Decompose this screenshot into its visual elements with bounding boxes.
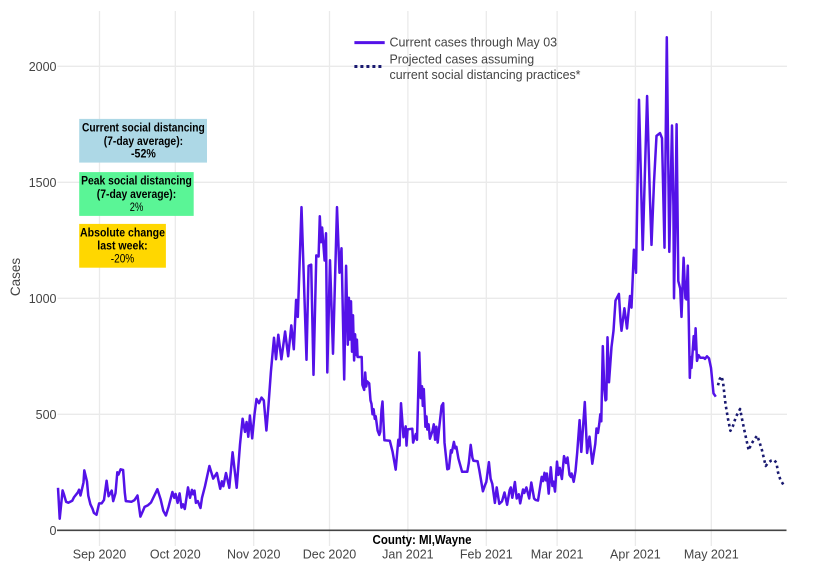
svg-text:Current social distancing: Current social distancing (82, 121, 205, 135)
svg-text:Mar 2021: Mar 2021 (531, 547, 584, 561)
svg-text:(7-day average):: (7-day average): (97, 187, 176, 201)
svg-text:1500: 1500 (29, 176, 57, 190)
svg-text:last week:: last week: (97, 239, 147, 253)
svg-text:2000: 2000 (29, 60, 57, 74)
svg-text:Jan 2021: Jan 2021 (382, 547, 433, 561)
svg-text:May 2021: May 2021 (684, 547, 739, 561)
svg-text:Dec 2020: Dec 2020 (303, 547, 357, 561)
svg-text:current social distancing prac: current social distancing practices* (390, 68, 581, 82)
svg-text:0: 0 (50, 524, 57, 538)
svg-text:County: MI,Wayne: County: MI,Wayne (373, 533, 472, 547)
svg-text:Absolute change: Absolute change (80, 226, 165, 240)
svg-text:Current cases through May 03: Current cases through May 03 (390, 35, 558, 49)
svg-text:Apr 2021: Apr 2021 (610, 547, 661, 561)
svg-text:1000: 1000 (29, 292, 57, 306)
svg-text:Feb 2021: Feb 2021 (460, 547, 513, 561)
svg-text:Peak social distancing: Peak social distancing (81, 174, 192, 188)
svg-text:Cases: Cases (8, 258, 23, 297)
svg-text:-20%: -20% (111, 252, 135, 266)
svg-text:Nov 2020: Nov 2020 (227, 547, 281, 561)
svg-text:500: 500 (36, 408, 57, 422)
svg-text:Projected cases assuming: Projected cases assuming (390, 52, 535, 66)
svg-text:Sep 2020: Sep 2020 (73, 547, 127, 561)
svg-text:-52%: -52% (131, 147, 156, 161)
svg-text:2%: 2% (130, 200, 144, 214)
svg-text:Oct 2020: Oct 2020 (150, 547, 201, 561)
svg-text:(7-day average):: (7-day average): (104, 134, 183, 148)
